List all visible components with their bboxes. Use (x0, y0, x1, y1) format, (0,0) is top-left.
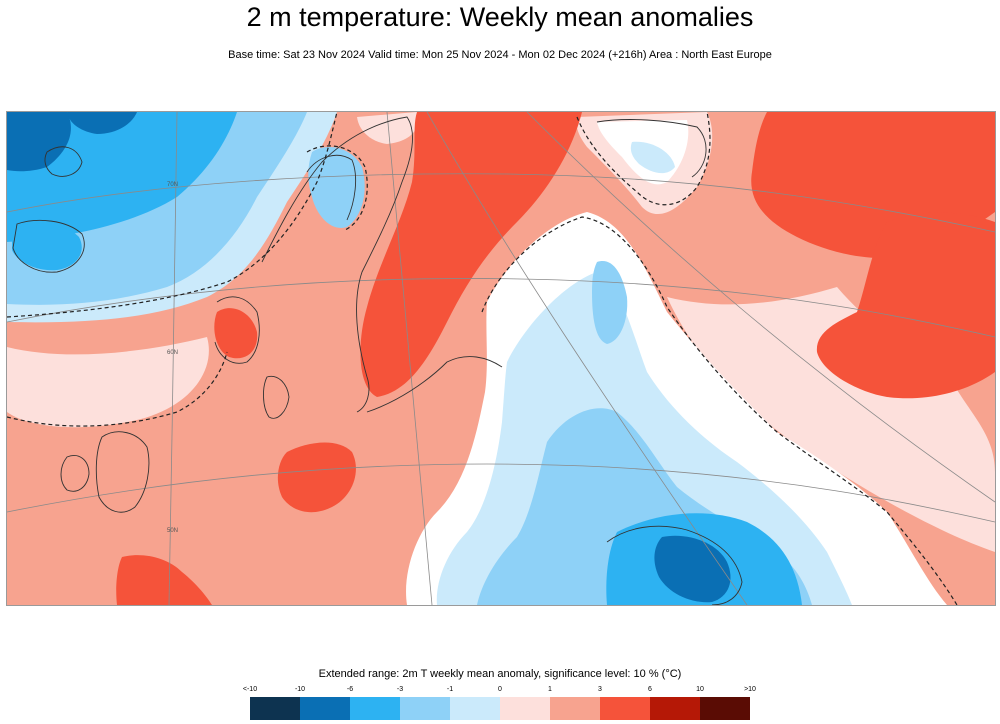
legend-tick-label: >10 (744, 686, 756, 693)
coastline-baltic (366, 356, 503, 413)
graticule-label-70n: 70N (167, 182, 178, 188)
north-cape-pale-zone (357, 112, 418, 144)
dark-blue-patch-greenland (7, 112, 71, 172)
scandinavia-cold-spot (308, 147, 365, 228)
chart-subtitle: Base time: Sat 23 Nov 2024 Valid time: M… (228, 49, 772, 61)
legend-tick-label: -10 (294, 686, 306, 693)
warm-zone-finland-baltic (360, 112, 582, 397)
coastline-iceland (12, 219, 85, 273)
legend-swatch-3 (400, 697, 450, 720)
legend-tick-labels: <-10 -10 -6 -3 -1 0 1 3 6 10 >10 (243, 686, 756, 696)
graticule-label-60n: 60N (167, 350, 178, 356)
significance-contour-atlantic (7, 112, 338, 318)
coastline-gulf-bothnia (306, 154, 357, 221)
legend-swatch-5 (500, 697, 550, 720)
legend-tick-label: -6 (346, 686, 354, 693)
map-svg: 70N 60N 50N (7, 112, 995, 605)
significance-contour-barents (576, 112, 711, 206)
coastlines (12, 116, 743, 605)
coastline-ireland (60, 455, 90, 492)
legend-swatch-9 (700, 697, 750, 720)
legend-tick-label: 10 (696, 686, 704, 693)
legend-tick-label: -1 (446, 686, 454, 693)
legend-swatch-0 (250, 697, 300, 720)
significance-contours (7, 112, 958, 605)
significance-contour-east-europe (481, 216, 958, 605)
coastline-south-norway (214, 296, 260, 364)
legend-swatch-7 (600, 697, 650, 720)
pale-pink-zone-atlantic (7, 337, 209, 428)
legend-swatch-4 (450, 697, 500, 720)
legend-swatch-2 (350, 697, 400, 720)
legend-tick-label: -3 (396, 686, 404, 693)
iceland-blue-patch (12, 223, 82, 271)
graticule-label-50n: 50N (167, 528, 178, 534)
legend-tick-label: 6 (648, 686, 652, 693)
warm-spot-france (116, 555, 212, 605)
significance-contour-north-sea (7, 351, 228, 427)
legend-tick-label: <-10 (242, 686, 258, 693)
legend-title: Extended range: 2m T weekly mean anomaly… (318, 668, 682, 680)
legend-color-bar (250, 697, 750, 720)
warm-spot-germany (277, 442, 356, 513)
coastline-kola (596, 119, 707, 178)
coastline-svalbard (44, 146, 83, 177)
coastline-black-sea (606, 525, 743, 605)
legend-tick-label: 0 (498, 686, 502, 693)
legend-tick-label: 1 (548, 686, 552, 693)
coastline-great-britain (95, 431, 150, 513)
dark-blue-zone-black-sea (654, 535, 731, 603)
chart-title: 2 m temperature: Weekly mean anomalies (246, 2, 754, 32)
legend-tick-label: 3 (598, 686, 602, 693)
coastline-denmark (263, 375, 290, 419)
coastline-scandinavia (261, 116, 413, 413)
significance-contour-scandinavia (306, 145, 368, 231)
legend-swatch-6 (550, 697, 600, 720)
anomaly-map: 70N 60N 50N (6, 111, 996, 606)
warm-spot-norway (214, 308, 258, 359)
dark-blue-patch-north (67, 112, 137, 134)
warm-zone-urals (816, 212, 995, 399)
legend-swatch-8 (650, 697, 700, 720)
legend-swatch-1 (300, 697, 350, 720)
barents-light-blue-spot (630, 141, 675, 174)
